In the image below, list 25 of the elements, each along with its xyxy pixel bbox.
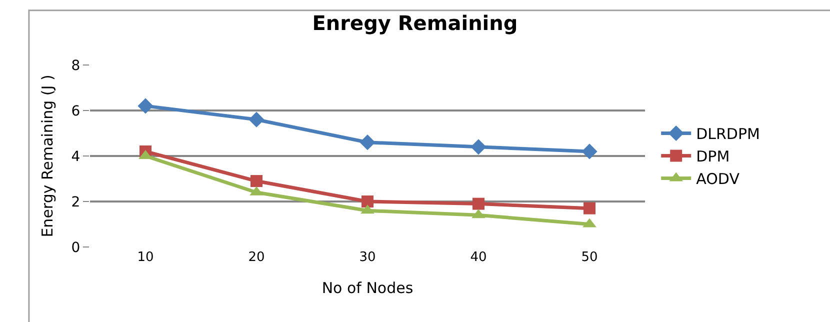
x-tick-label: 30 bbox=[359, 250, 376, 265]
point bbox=[138, 98, 154, 114]
y-tick-label: 2 bbox=[71, 194, 80, 210]
point bbox=[470, 139, 486, 155]
y-tick-label: 0 bbox=[71, 240, 80, 256]
point bbox=[360, 134, 376, 150]
y-tick-label: 4 bbox=[71, 148, 80, 165]
point bbox=[248, 112, 264, 128]
y-tick-label: 8 bbox=[71, 58, 80, 74]
point bbox=[582, 144, 598, 160]
legend-label: DLRDPM bbox=[696, 125, 760, 144]
point bbox=[250, 175, 262, 188]
point bbox=[362, 196, 374, 208]
x-axis-title: No of Nodes bbox=[322, 279, 414, 297]
x-tick-label: 10 bbox=[137, 250, 154, 265]
x-tick-label: 20 bbox=[248, 250, 265, 265]
y-axis-title: Energy Remaining (J ) bbox=[38, 74, 57, 238]
chart-title: Enregy Remaining bbox=[312, 11, 518, 36]
y-tick-label: 6 bbox=[71, 103, 80, 120]
legend-label: AODV bbox=[696, 170, 740, 188]
x-tick-label: 40 bbox=[470, 250, 487, 265]
legend-label: DPM bbox=[696, 148, 730, 166]
point bbox=[584, 202, 596, 214]
x-tick-label: 50 bbox=[581, 250, 598, 265]
point bbox=[472, 198, 484, 210]
